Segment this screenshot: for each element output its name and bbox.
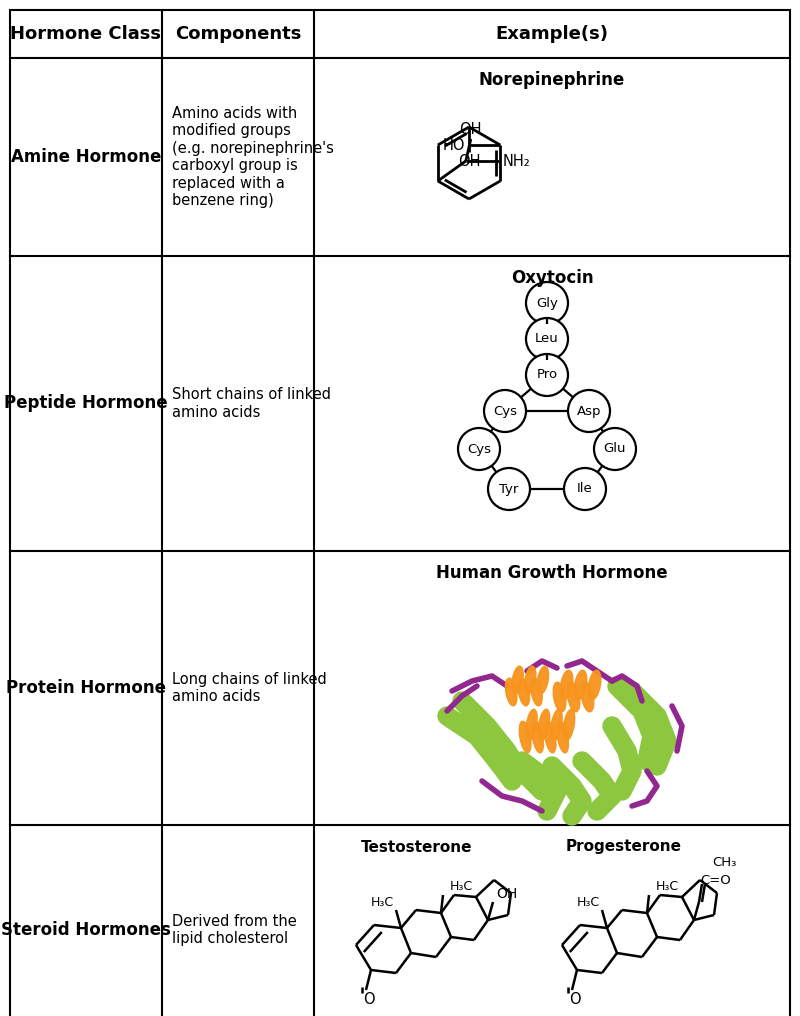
- Text: Gly: Gly: [536, 297, 558, 310]
- Text: OH: OH: [459, 123, 482, 137]
- Circle shape: [564, 468, 606, 510]
- Text: OH: OH: [496, 887, 518, 901]
- Circle shape: [568, 390, 610, 432]
- Circle shape: [458, 428, 500, 470]
- Ellipse shape: [553, 682, 566, 712]
- Text: Peptide Hormone: Peptide Hormone: [4, 394, 168, 412]
- Ellipse shape: [519, 721, 531, 753]
- Ellipse shape: [518, 679, 530, 706]
- Text: CH₃: CH₃: [712, 855, 736, 869]
- Ellipse shape: [567, 682, 580, 712]
- Ellipse shape: [563, 709, 574, 741]
- Text: H₃C: H₃C: [370, 895, 394, 908]
- Text: Ile: Ile: [577, 483, 593, 496]
- Circle shape: [488, 468, 530, 510]
- Text: Norepinephrine: Norepinephrine: [479, 71, 625, 89]
- Text: Short chains of linked
amino acids: Short chains of linked amino acids: [172, 387, 331, 420]
- Ellipse shape: [530, 679, 542, 706]
- Ellipse shape: [525, 666, 536, 694]
- Ellipse shape: [538, 709, 550, 741]
- Circle shape: [526, 318, 568, 360]
- Text: O: O: [569, 993, 581, 1008]
- Ellipse shape: [588, 671, 601, 700]
- Text: Leu: Leu: [535, 332, 559, 345]
- Text: O: O: [363, 993, 375, 1008]
- Circle shape: [594, 428, 636, 470]
- Text: Steroid Hormones: Steroid Hormones: [1, 920, 171, 939]
- Text: H₃C: H₃C: [655, 881, 678, 893]
- Text: Testosterone: Testosterone: [362, 839, 473, 854]
- Text: Components: Components: [175, 25, 301, 43]
- Ellipse shape: [532, 721, 543, 753]
- Text: Asp: Asp: [577, 404, 602, 418]
- Text: Amine Hormone: Amine Hormone: [11, 148, 161, 166]
- Text: Cys: Cys: [467, 443, 491, 455]
- Text: Tyr: Tyr: [499, 483, 518, 496]
- Text: Glu: Glu: [604, 443, 626, 455]
- Circle shape: [526, 282, 568, 324]
- Text: Protein Hormone: Protein Hormone: [6, 679, 166, 697]
- Ellipse shape: [512, 666, 523, 694]
- Circle shape: [526, 354, 568, 396]
- Ellipse shape: [544, 721, 556, 753]
- Text: Derived from the
lipid cholesterol: Derived from the lipid cholesterol: [172, 913, 297, 946]
- Ellipse shape: [526, 709, 538, 741]
- Text: Pro: Pro: [537, 369, 558, 381]
- Ellipse shape: [581, 682, 594, 712]
- Ellipse shape: [560, 671, 573, 700]
- Text: Hormone Class: Hormone Class: [10, 25, 162, 43]
- Text: Amino acids with
modified groups
(e.g. norepinephrine's
carboxyl group is
replac: Amino acids with modified groups (e.g. n…: [172, 106, 334, 208]
- Text: HO: HO: [443, 137, 466, 152]
- Text: H₃C: H₃C: [450, 881, 473, 893]
- Text: Cys: Cys: [493, 404, 517, 418]
- Ellipse shape: [506, 679, 517, 706]
- Ellipse shape: [537, 666, 549, 694]
- Ellipse shape: [574, 671, 587, 700]
- Text: Progesterone: Progesterone: [566, 839, 682, 854]
- Text: Example(s): Example(s): [495, 25, 609, 43]
- Ellipse shape: [550, 709, 562, 741]
- Text: Oxytocin: Oxytocin: [510, 269, 594, 287]
- Text: H₃C: H₃C: [577, 895, 599, 908]
- Text: Human Growth Hormone: Human Growth Hormone: [436, 564, 668, 582]
- Text: OH: OH: [458, 154, 480, 170]
- Text: Long chains of linked
amino acids: Long chains of linked amino acids: [172, 672, 326, 704]
- Text: C=O: C=O: [701, 874, 731, 887]
- Text: NH₂: NH₂: [503, 153, 530, 169]
- Circle shape: [484, 390, 526, 432]
- Ellipse shape: [557, 721, 569, 753]
